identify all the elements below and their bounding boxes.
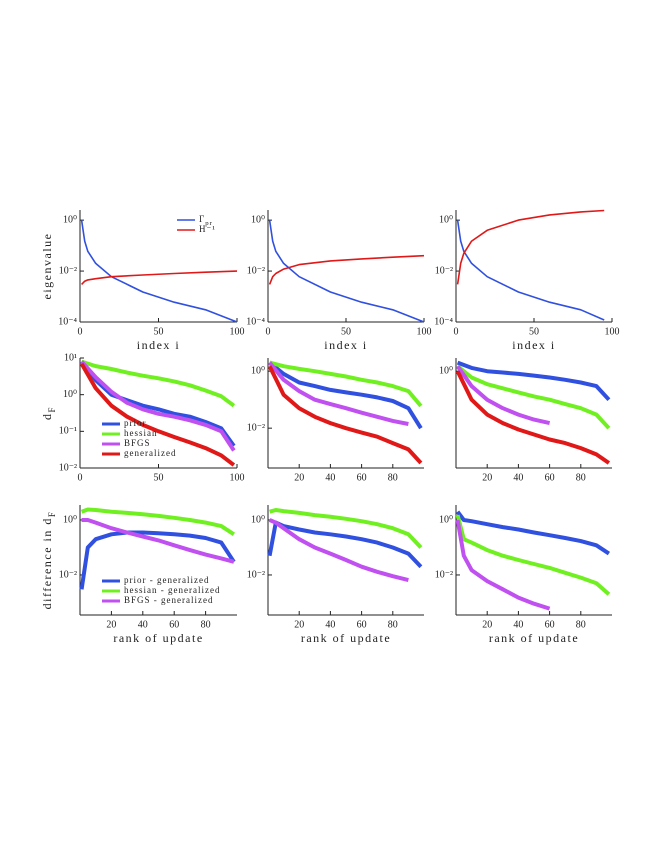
x-tick-label: 0 <box>266 326 271 337</box>
x-tick-label: 100 <box>230 326 245 337</box>
series-line <box>79 530 236 590</box>
series-line <box>456 209 605 285</box>
legend-label: prior - generalized <box>124 575 209 585</box>
y-tick-label: 10⁻² <box>59 265 77 276</box>
legend-label: BFGS <box>124 438 151 448</box>
x-tick-label: 80 <box>201 619 211 630</box>
y-tick-label: 10⁻² <box>435 265 453 276</box>
y-tick-label: 10⁻² <box>247 265 265 276</box>
y-tick-label: 10⁻² <box>59 462 77 473</box>
series-line <box>79 362 236 467</box>
series-line <box>456 219 605 321</box>
x-axis-label: rank of update <box>113 631 203 645</box>
x-tick-label: 20 <box>294 619 304 630</box>
series-line <box>455 510 611 556</box>
legend-label: prior <box>124 418 147 428</box>
x-tick-label: 0 <box>78 326 83 337</box>
legend-label: H⁻¹ <box>199 224 216 234</box>
series-line <box>80 360 236 452</box>
series-line <box>268 518 409 583</box>
x-tick-label: 20 <box>482 619 492 630</box>
legend-label: BFGS - generalized <box>124 595 213 605</box>
y-tick-label: 10⁻² <box>247 422 265 433</box>
x-tick-label: 20 <box>294 472 304 483</box>
x-tick-label: 40 <box>513 619 523 630</box>
y-tick-label: 10⁻² <box>59 569 77 580</box>
series-line <box>81 518 235 564</box>
series-line <box>81 270 238 285</box>
series-line <box>80 507 235 536</box>
y-tick-label: 10⁻² <box>247 569 265 580</box>
y-tick-label: 10⁻⁴ <box>246 316 265 327</box>
x-tick-label: 60 <box>545 619 555 630</box>
x-tick-label: 60 <box>169 619 179 630</box>
y-tick-label: 10⁻⁴ <box>58 316 77 327</box>
x-tick-label: 40 <box>513 472 523 483</box>
y-tick-label: 10⁰ <box>439 514 453 525</box>
x-tick-label: 50 <box>154 472 164 483</box>
series-line <box>269 508 423 549</box>
y-tick-label: 10⁰ <box>63 389 77 400</box>
x-tick-label: 100 <box>230 472 245 483</box>
y-tick-label: 10⁰ <box>439 214 453 225</box>
x-tick-label: 40 <box>325 472 335 483</box>
x-tick-label: 80 <box>576 472 586 483</box>
series-line <box>80 359 236 408</box>
y-tick-label: 10⁰ <box>63 214 77 225</box>
x-tick-label: 100 <box>605 326 620 337</box>
legend-label: hessian - generalized <box>124 585 220 595</box>
x-tick-label: 80 <box>576 619 586 630</box>
x-tick-label: 40 <box>138 619 148 630</box>
x-axis-label: index i <box>512 338 556 352</box>
y-axis-label: dF <box>40 406 57 420</box>
legend-label: hessian <box>124 428 158 438</box>
legend-label: generalized <box>124 448 176 458</box>
x-tick-label: 80 <box>388 472 398 483</box>
series-line <box>80 360 236 448</box>
series-line <box>80 219 238 323</box>
y-tick-label: 10⁰ <box>251 514 265 525</box>
y-tick-label: 10⁰ <box>63 514 77 525</box>
series-line <box>269 360 423 408</box>
series-line <box>456 360 611 402</box>
x-tick-label: 0 <box>454 326 459 337</box>
x-axis-label: rank of update <box>489 631 579 645</box>
y-axis-label: difference in dF <box>40 511 57 610</box>
y-tick-label: 10⁰ <box>439 365 453 376</box>
series-line <box>455 519 551 611</box>
y-tick-label: 10⁻¹ <box>59 426 77 437</box>
x-tick-label: 40 <box>325 619 335 630</box>
x-tick-label: 50 <box>341 326 351 337</box>
x-tick-label: 60 <box>545 472 555 483</box>
x-tick-label: 20 <box>106 619 116 630</box>
series-line <box>455 365 551 426</box>
series-line <box>455 370 611 465</box>
x-tick-label: 80 <box>388 619 398 630</box>
x-tick-label: 0 <box>78 472 83 483</box>
y-tick-label: 10⁻⁴ <box>434 316 453 327</box>
x-tick-label: 50 <box>529 326 539 337</box>
series-line <box>268 361 409 426</box>
y-tick-label: 10¹ <box>64 352 77 363</box>
x-axis-label: index i <box>137 338 181 352</box>
series-line <box>456 364 611 430</box>
x-tick-label: 100 <box>417 326 432 337</box>
series-line <box>268 219 425 323</box>
y-axis-label: eigenvalue <box>40 233 54 300</box>
x-axis-label: index i <box>324 338 368 352</box>
x-tick-label: 60 <box>357 472 367 483</box>
series-line <box>455 514 611 596</box>
x-tick-label: 60 <box>357 619 367 630</box>
series-line <box>268 254 425 285</box>
series-line <box>268 361 423 430</box>
y-tick-label: 10⁰ <box>251 214 265 225</box>
series-line <box>267 365 423 465</box>
x-axis-label: rank of update <box>301 631 391 645</box>
x-tick-label: 20 <box>482 472 492 483</box>
y-tick-label: 10⁰ <box>251 365 265 376</box>
y-tick-label: 10⁻² <box>435 569 453 580</box>
x-tick-label: 50 <box>154 326 164 337</box>
